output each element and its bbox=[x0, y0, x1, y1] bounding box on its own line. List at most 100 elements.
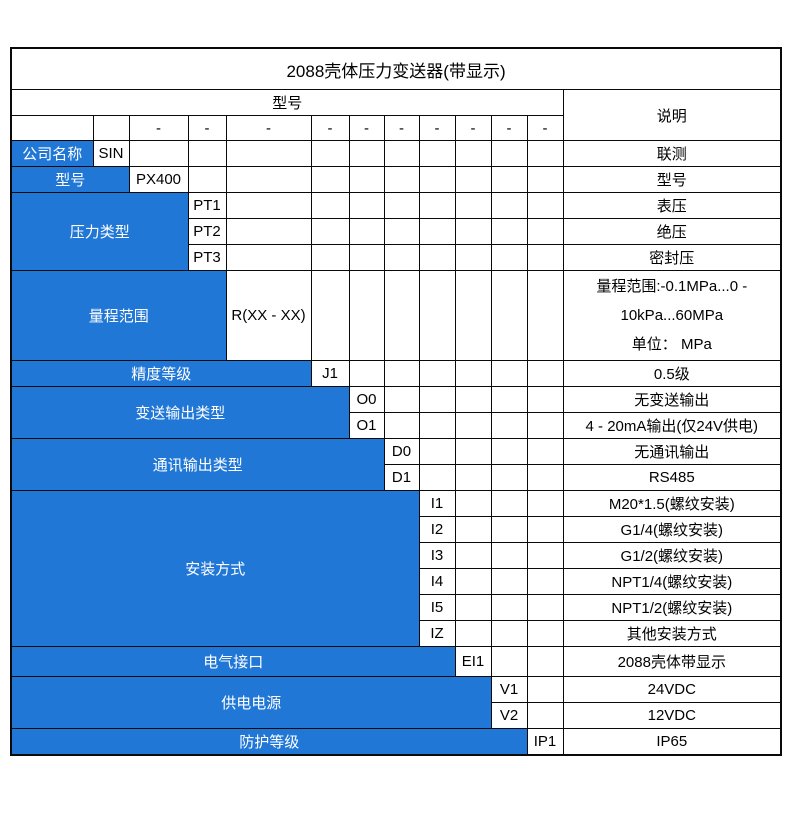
empty-grid-cell bbox=[454, 140, 492, 167]
description-cell: G1/2(螺纹安装) bbox=[562, 542, 782, 569]
empty-grid-cell bbox=[490, 464, 528, 491]
option-row: 量程范围 R(XX - XX) 量程范围:-0.1MPa...0 - 10kPa...… bbox=[10, 270, 782, 361]
description-cell: RS485 bbox=[562, 464, 782, 491]
empty-grid-cell bbox=[490, 646, 528, 677]
empty-grid-cell bbox=[348, 270, 385, 361]
empty-grid-cell bbox=[310, 192, 350, 219]
code-cell: PX400 bbox=[128, 166, 189, 193]
empty-grid-cell bbox=[310, 270, 350, 361]
description-cell: 12VDC bbox=[562, 702, 782, 729]
empty-grid-cell bbox=[526, 140, 564, 167]
option-row: 通讯输出类型 D0 无通讯输出 bbox=[10, 438, 782, 491]
description-cell: IP65 bbox=[562, 728, 782, 755]
empty-grid-cell bbox=[454, 270, 492, 361]
empty-grid-cell bbox=[526, 702, 564, 729]
dash-row-empty-cell bbox=[10, 115, 94, 141]
option-row: V2 12VDC bbox=[11, 702, 782, 729]
code-cell: D0 bbox=[383, 438, 420, 465]
empty-grid-cell bbox=[310, 140, 350, 167]
empty-grid-cell bbox=[490, 516, 528, 543]
dash-separator-cell: - bbox=[454, 115, 492, 141]
empty-grid-cell bbox=[418, 270, 456, 361]
empty-grid-cell bbox=[526, 192, 564, 219]
empty-grid-cell bbox=[526, 360, 564, 387]
description-cell: 型号 bbox=[562, 166, 782, 193]
attribute-label-cell: 型号 bbox=[10, 166, 130, 193]
empty-grid-cell bbox=[526, 218, 564, 245]
empty-grid-cell bbox=[418, 438, 456, 465]
model-selection-table: 2088壳体压力变送器(带显示) 型号 说明 - - - - - - - - - - 公司名称 SIN 联测型… bbox=[10, 47, 783, 756]
empty-grid-cell bbox=[490, 594, 528, 621]
code-cell: V2 bbox=[490, 702, 528, 729]
dash-separator-cell: - bbox=[383, 115, 420, 141]
empty-grid-cell bbox=[454, 244, 492, 271]
empty-grid-cell bbox=[490, 192, 528, 219]
empty-grid-cell bbox=[526, 244, 564, 271]
dash-separator-cell: - bbox=[526, 115, 564, 141]
empty-grid-cell bbox=[454, 542, 492, 569]
attribute-label-cell: 防护等级 bbox=[10, 728, 528, 755]
dash-separator-cell: - bbox=[310, 115, 350, 141]
attribute-label-cell: 精度等级 bbox=[10, 360, 312, 387]
empty-grid-cell bbox=[383, 386, 420, 413]
attribute-label-cell: 通讯输出类型 bbox=[10, 438, 385, 491]
empty-grid-cell bbox=[418, 166, 456, 193]
empty-grid-cell bbox=[526, 412, 564, 439]
empty-grid-cell bbox=[454, 360, 492, 387]
empty-grid-cell bbox=[383, 192, 420, 219]
empty-grid-cell bbox=[526, 568, 564, 595]
dash-separator-cell: - bbox=[418, 115, 456, 141]
empty-grid-cell bbox=[383, 244, 420, 271]
dash-separator-cell: - bbox=[490, 115, 528, 141]
empty-grid-cell bbox=[348, 192, 385, 219]
description-cell: 24VDC bbox=[562, 676, 782, 703]
empty-grid-cell bbox=[454, 438, 492, 465]
empty-grid-cell bbox=[310, 218, 350, 245]
empty-grid-cell bbox=[383, 166, 420, 193]
empty-grid-cell bbox=[225, 166, 312, 193]
code-cell: IZ bbox=[418, 620, 456, 647]
description-cell: 其他安装方式 bbox=[562, 620, 782, 647]
code-cell: PT1 bbox=[187, 192, 227, 219]
code-cell: O1 bbox=[348, 412, 385, 439]
empty-grid-cell bbox=[225, 244, 312, 271]
empty-grid-cell bbox=[454, 516, 492, 543]
empty-grid-cell bbox=[490, 140, 528, 167]
description-line: 量程范围:-0.1MPa...0 - bbox=[596, 278, 748, 295]
table-title: 2088壳体压力变送器(带显示) bbox=[10, 47, 782, 90]
dash-row-empty-cell bbox=[92, 115, 130, 141]
option-row: I3 G1/2(螺纹安装) bbox=[11, 542, 782, 569]
code-cell: R(XX - XX) bbox=[225, 270, 312, 361]
code-cell: I5 bbox=[418, 594, 456, 621]
option-row: PT2 绝压 bbox=[11, 218, 782, 245]
option-row: 变送输出类型 O0 无变送输出 bbox=[10, 386, 782, 439]
option-row: IZ 其他安装方式 bbox=[11, 620, 782, 647]
description-cell: 2088壳体带显示 bbox=[562, 646, 782, 677]
attribute-label-cell: 供电电源 bbox=[10, 676, 492, 729]
code-cell: I1 bbox=[418, 490, 456, 517]
empty-grid-cell bbox=[526, 620, 564, 647]
empty-grid-cell bbox=[526, 646, 564, 677]
attribute-label-cell: 电气接口 bbox=[10, 646, 456, 677]
empty-grid-cell bbox=[310, 166, 350, 193]
empty-grid-cell bbox=[383, 140, 420, 167]
empty-grid-cell bbox=[526, 166, 564, 193]
attribute-label-cell: 安装方式 bbox=[10, 490, 420, 647]
empty-grid-cell bbox=[225, 218, 312, 245]
code-cell: PT2 bbox=[187, 218, 227, 245]
description-cell: 无变送输出 bbox=[562, 386, 782, 413]
code-cell: PT3 bbox=[187, 244, 227, 271]
empty-grid-cell bbox=[454, 166, 492, 193]
empty-grid-cell bbox=[418, 218, 456, 245]
option-row: PT3 密封压 bbox=[11, 244, 782, 271]
option-row: 安装方式 I1 M20*1.5(螺纹安装) bbox=[10, 490, 782, 647]
empty-grid-cell bbox=[526, 676, 564, 703]
empty-grid-cell bbox=[187, 140, 227, 167]
empty-grid-cell bbox=[490, 270, 528, 361]
option-row: O1 4 - 20mA输出(仅24V供电) bbox=[11, 412, 782, 439]
description-cell: 表压 bbox=[562, 192, 782, 219]
empty-grid-cell bbox=[418, 386, 456, 413]
empty-grid-cell bbox=[310, 244, 350, 271]
description-cell: NPT1/2(螺纹安装) bbox=[562, 594, 782, 621]
